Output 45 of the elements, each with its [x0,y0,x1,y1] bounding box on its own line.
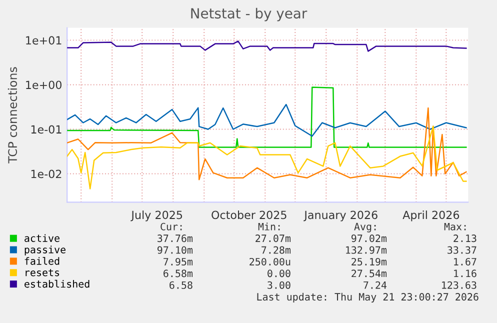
line-series [67,40,467,52]
y-tick-label: 1e-02 [31,170,62,178]
text: Min: [258,222,280,230]
text: 97.02m [352,234,387,242]
legend-label: established [24,280,90,288]
text: 2.13 [454,234,476,242]
text: 7.24 [364,281,387,289]
text: 97.10m [158,246,193,254]
x-tick-label: October 2025 [212,210,286,220]
line-series [67,104,467,137]
text: 27.54m [352,270,387,278]
y-tick-label: 1e+00 [26,80,62,90]
text: 7.28m [262,246,291,254]
line-series [67,86,467,148]
text: 250.00u [250,258,290,266]
text: 27.07m [256,234,291,242]
text: Cur: [160,222,182,230]
x-tick-label: April 2026 [402,210,460,222]
y-tick-label: 1e+01 [26,36,62,45]
text: 6.58 [170,281,192,289]
text: 33.37 [448,246,476,254]
y-axis-title: TCP connections [8,67,18,164]
text: 37.76m [158,234,193,242]
chart-title: Netstat - by year [191,8,308,22]
text: Max: [444,222,466,230]
legend-label: failed [24,257,60,265]
text: 0.00 [268,270,290,278]
legend-label: resets [26,269,60,276]
x-tick-label: July 2025 [130,210,182,222]
line-series [67,107,467,180]
text: 132.97m [346,246,387,254]
text: 123.63 [442,281,476,289]
text: Avg: [354,222,376,232]
text: 1.67 [454,258,476,266]
x-tick-label: January 2026 [304,210,378,222]
line-series [67,126,467,190]
legend-label: passive [24,246,66,256]
text: 6.58m [164,270,193,278]
text: 7.95m [164,258,193,266]
text: 25.19m [352,258,387,266]
legend-label: active [24,234,60,242]
text: Last update: Thu May 21 23:00:27 2026 [257,292,478,303]
text: 1.16 [454,270,476,278]
y-tick-label: 1e-01 [31,125,62,134]
text: 3.00 [268,281,290,289]
